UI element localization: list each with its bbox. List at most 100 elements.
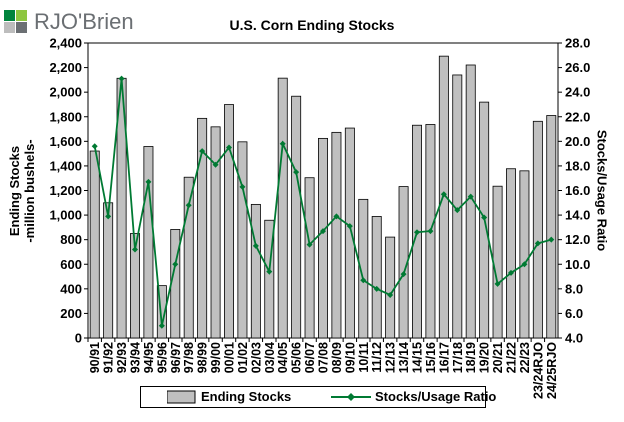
- right-tick-label: 14.0: [565, 208, 590, 223]
- logo-mark-icon: [4, 10, 28, 34]
- left-tick-label: 2,200: [49, 60, 82, 75]
- left-tick-label: 200: [60, 306, 82, 321]
- right-tick-label: 4.0: [565, 331, 583, 346]
- x-tick-label: 24/25RJO: [545, 342, 559, 399]
- x-tick-label: 18/19: [464, 342, 478, 373]
- ratio-point-17-18: [454, 207, 461, 214]
- ratio-point-11-12: [373, 285, 380, 292]
- ratio-point-15-16: [427, 228, 434, 235]
- bar-94-95: [143, 146, 154, 339]
- ratio-point-03-04: [266, 268, 273, 275]
- x-tick-label: 98/99: [196, 342, 210, 373]
- ratio-point-14-15: [414, 229, 420, 236]
- left-tick-label: 600: [60, 257, 82, 272]
- ratio-point-09-10: [346, 223, 353, 230]
- bar-01-02: [237, 141, 248, 339]
- left-tick-label: 1,200: [49, 183, 82, 198]
- ratio-point-18-19: [467, 193, 474, 200]
- ratio-point-92-93: [118, 75, 125, 82]
- right-tick-label: 16.0: [565, 183, 590, 198]
- legend: Ending Stocks Stocks/Usage Ratio: [140, 386, 496, 408]
- ratio-point-16-17: [440, 191, 447, 198]
- bar-23-24RJO: [532, 120, 543, 339]
- left-tick-label: 1,000: [49, 208, 82, 223]
- x-tick-label: 92/93: [115, 342, 129, 373]
- ratio-point-91-92: [105, 213, 112, 220]
- bar-24-25RJO: [546, 115, 557, 339]
- left-tick-label: 2,400: [49, 36, 82, 51]
- x-tick-label: 12/13: [384, 342, 398, 373]
- x-tick-label: 04/05: [276, 342, 290, 373]
- x-tick-label: 14/15: [411, 342, 425, 373]
- bar-91-92: [103, 202, 114, 339]
- x-tick-label: 20/21: [491, 342, 505, 373]
- x-tick-label: 90/91: [88, 342, 102, 373]
- ratio-point-99-00: [212, 161, 219, 168]
- x-tick-label: 19/20: [478, 342, 492, 373]
- left-tick-label: 400: [60, 281, 82, 296]
- ratio-point-00-01: [226, 144, 232, 151]
- x-tick-label: 07/08: [317, 342, 331, 373]
- bar-08-09: [331, 131, 342, 339]
- x-tick-label: 95/96: [155, 342, 169, 373]
- x-tick-label: 91/92: [102, 342, 116, 373]
- right-tick-label: 26.0: [565, 60, 590, 75]
- x-tick-label: 02/03: [249, 342, 263, 373]
- x-tick-label: 97/98: [182, 342, 196, 373]
- ratio-point-93-94: [132, 246, 138, 253]
- bar-99-00: [210, 126, 221, 339]
- ratio-point-06-07: [306, 241, 313, 248]
- left-tick-label: 1,400: [49, 158, 82, 173]
- right-tick-label: 22.0: [565, 109, 590, 124]
- bar-03-04: [264, 219, 275, 339]
- chart-title: U.S. Corn Ending Stocks: [229, 17, 395, 33]
- bar-95-96: [156, 285, 167, 339]
- bar-20-21: [492, 185, 503, 339]
- x-tick-label: 22/23: [518, 342, 532, 373]
- right-tick-label: 8.0: [565, 281, 583, 296]
- x-tick-label: 00/01: [223, 342, 237, 373]
- ratio-point-94-95: [145, 178, 152, 185]
- ratio-point-01-02: [239, 183, 246, 190]
- logo-text: RJO'Brien: [34, 9, 134, 34]
- ratio-point-96-97: [172, 261, 179, 268]
- ratio-point-05-06: [293, 169, 300, 176]
- ratio-point-24-25RJO: [548, 236, 555, 243]
- bar-07-08: [318, 137, 328, 339]
- left-tick-label: 1,600: [49, 134, 82, 149]
- bar-10-11: [358, 198, 369, 339]
- rjobrien-logo: RJO'Brien: [4, 8, 134, 34]
- ratio-point-10-11: [360, 277, 367, 284]
- bar-22-23: [519, 170, 530, 339]
- bar-02-03: [250, 203, 261, 339]
- x-tick-label: 94/95: [142, 342, 156, 373]
- bar-04-05: [277, 77, 288, 339]
- right-tick-label: 12.0: [565, 232, 590, 247]
- ratio-point-04-05: [279, 140, 286, 147]
- legend-line-swatch: [331, 393, 371, 401]
- ratio-point-07-08: [320, 228, 326, 235]
- bar-12-13: [385, 236, 396, 339]
- x-tick-label: 06/07: [303, 342, 317, 373]
- bar-11-12: [371, 216, 382, 339]
- ratio-point-23-24RJO: [534, 240, 541, 247]
- bar-98-99: [197, 117, 208, 339]
- ratio-point-12-13: [387, 291, 394, 298]
- x-tick-label: 05/06: [290, 342, 304, 373]
- ratio-point-22-23: [521, 261, 528, 268]
- ratio-point-19-20: [481, 214, 488, 221]
- bar-09-10: [344, 127, 355, 339]
- ratio-point-13-14: [400, 271, 407, 278]
- x-tick-label: 09/10: [343, 342, 357, 373]
- bar-06-07: [304, 177, 315, 339]
- left-tick-label: 0: [75, 331, 82, 346]
- ratio-point-20-21: [494, 280, 501, 287]
- right-tick-label: 24.0: [565, 85, 590, 100]
- bar-93-94: [130, 233, 140, 339]
- bar-97-98: [183, 176, 194, 339]
- bar-21-22: [506, 168, 516, 339]
- x-tick-label: 93/94: [129, 342, 143, 373]
- x-tick-label: 17/18: [451, 342, 465, 373]
- legend-bar-swatch: [167, 390, 196, 404]
